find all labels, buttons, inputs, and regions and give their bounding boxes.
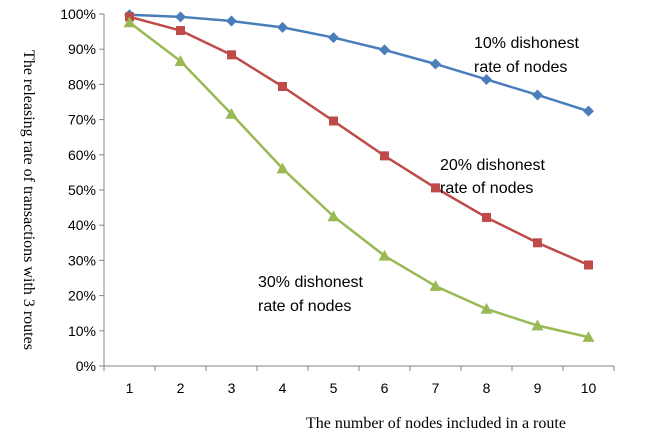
data-point-diamond xyxy=(532,89,543,101)
data-point-square xyxy=(329,116,338,126)
annotation-20pct-line2: rate of nodes xyxy=(440,180,533,197)
data-point-diamond xyxy=(379,44,390,56)
x-axis-title: The number of nodes included in a route xyxy=(306,415,566,432)
data-point-square xyxy=(278,82,287,92)
data-point-diamond xyxy=(277,21,288,33)
data-point-diamond xyxy=(226,15,237,27)
x-tick-label: 4 xyxy=(279,380,287,396)
x-tick-label: 7 xyxy=(432,380,440,396)
series-layer xyxy=(123,9,595,342)
series-2 xyxy=(125,12,593,270)
y-tick-label: 50% xyxy=(68,182,96,198)
data-point-triangle xyxy=(582,331,595,342)
data-point-diamond xyxy=(481,73,492,85)
y-tick-label: 100% xyxy=(60,6,96,22)
x-tick-label: 10 xyxy=(581,380,597,396)
y-axis-title: The releasing rate of transactions with … xyxy=(20,50,37,350)
data-point-square xyxy=(227,50,236,60)
data-point-triangle xyxy=(123,16,136,28)
y-tick-label: 10% xyxy=(68,323,96,339)
data-point-diamond xyxy=(328,32,339,44)
data-point-square xyxy=(482,212,491,222)
data-point-triangle xyxy=(225,107,238,119)
data-point-square xyxy=(533,238,542,248)
data-point-triangle xyxy=(327,210,340,222)
annotation-30pct-line2: rate of nodes xyxy=(258,298,351,315)
data-point-triangle xyxy=(174,55,187,66)
data-point-diamond xyxy=(430,58,441,70)
data-point-diamond xyxy=(583,105,594,117)
y-tick-label: 30% xyxy=(68,252,96,268)
x-tick-label: 5 xyxy=(330,380,338,396)
data-point-triangle xyxy=(378,249,391,261)
x-tick-label: 2 xyxy=(177,380,185,396)
annotation-layer: 10% dishonest rate of nodes 20% dishones… xyxy=(258,35,580,315)
x-tick-label: 8 xyxy=(483,380,491,396)
y-tick-label: 60% xyxy=(68,147,96,163)
x-tick-label: 3 xyxy=(228,380,236,396)
data-point-square xyxy=(380,151,389,161)
x-tick-label: 1 xyxy=(126,380,134,396)
y-tick-label: 20% xyxy=(68,288,96,304)
y-tick-label: 0% xyxy=(76,358,96,374)
series-line xyxy=(129,13,589,113)
y-tick-label: 80% xyxy=(68,76,96,92)
data-point-square xyxy=(176,26,185,36)
y-tick-label: 90% xyxy=(68,41,96,57)
x-tick-label: 9 xyxy=(534,380,542,396)
data-point-triangle xyxy=(531,319,544,331)
data-point-triangle xyxy=(276,162,289,174)
series-3 xyxy=(123,16,595,342)
annotation-10pct-line2: rate of nodes xyxy=(474,59,567,76)
annotation-20pct-line1: 20% dishonest xyxy=(440,157,546,174)
series-line xyxy=(129,15,589,267)
x-tick-label: 6 xyxy=(381,380,389,396)
axes-layer: 0% 10% 20% 30% 40% 50% 60% 70% 80% 90% 100% 1 2 3 4 5 6 7… xyxy=(60,6,615,396)
data-point-triangle xyxy=(429,280,442,291)
annotation-10pct-line1: 10% dishonest xyxy=(474,35,580,52)
annotation-30pct-line1: 30% dishonest xyxy=(258,274,364,291)
data-point-square xyxy=(584,260,593,270)
data-point-diamond xyxy=(175,11,186,23)
y-tick-label: 70% xyxy=(68,112,96,128)
y-tick-label: 40% xyxy=(68,217,96,233)
data-point-square xyxy=(431,183,440,193)
series-line xyxy=(128,21,589,339)
data-point-triangle xyxy=(480,302,493,314)
